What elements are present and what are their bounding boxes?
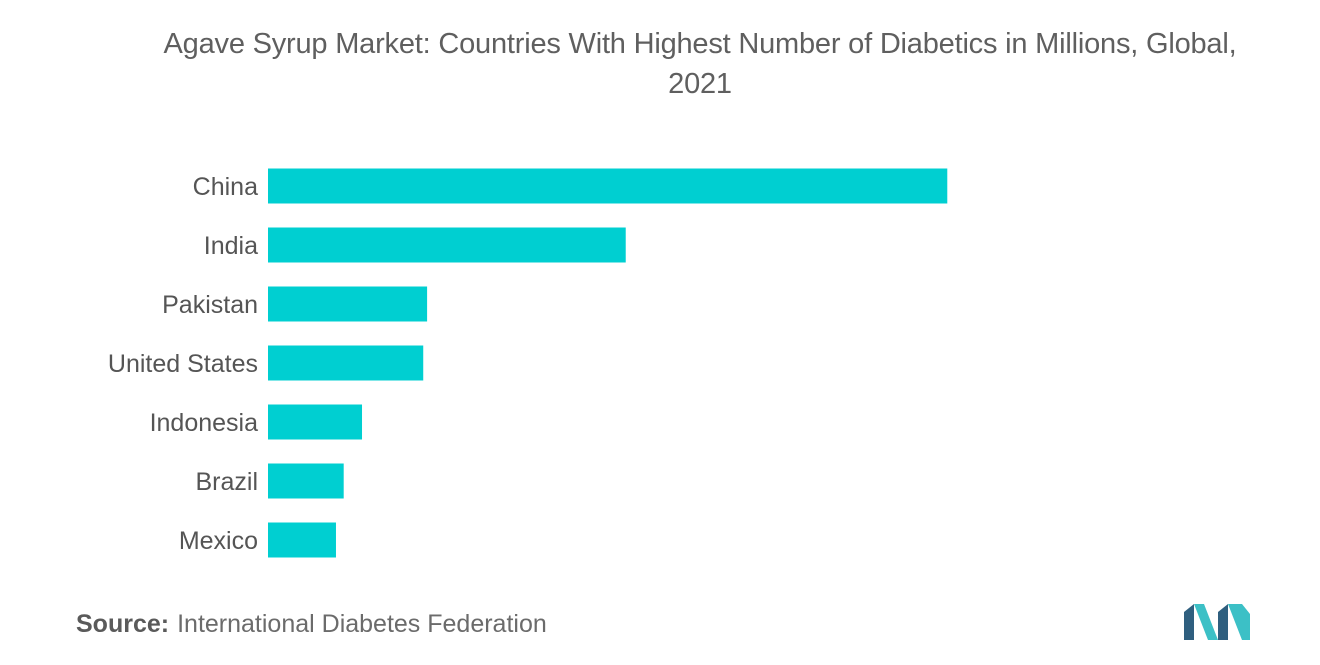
chart-title-line-1: Agave Syrup Market: Countries With Highe… <box>163 28 1237 60</box>
bar-indonesia <box>268 404 363 440</box>
category-label-pakistan: Pakistan <box>162 291 258 319</box>
source-text: International Diabetes Federation <box>177 610 547 638</box>
bar-chart: China India Pakistan United States Indonesia… <box>108 168 948 558</box>
category-label-india: India <box>204 232 258 260</box>
category-label-united-states: United States <box>108 350 258 378</box>
category-label-mexico: Mexico <box>179 527 258 555</box>
bar-united-states <box>268 345 424 381</box>
chart-title-line-2: 2021 <box>668 68 732 100</box>
source-note: Source: International Diabetes Federation <box>76 610 547 639</box>
category-label-brazil: Brazil <box>195 468 258 496</box>
category-label-indonesia: Indonesia <box>150 409 259 437</box>
bar-india <box>268 227 626 263</box>
source-label: Source: <box>76 610 170 638</box>
bar-mexico <box>268 522 336 558</box>
category-label-china: China <box>193 173 258 201</box>
bar-china <box>268 168 948 204</box>
chart-title: Agave Syrup Market: Countries With Highe… <box>60 24 1320 104</box>
bar-pakistan <box>268 286 428 322</box>
bar-brazil <box>268 463 344 499</box>
mordor-logo-icon <box>1184 604 1250 640</box>
